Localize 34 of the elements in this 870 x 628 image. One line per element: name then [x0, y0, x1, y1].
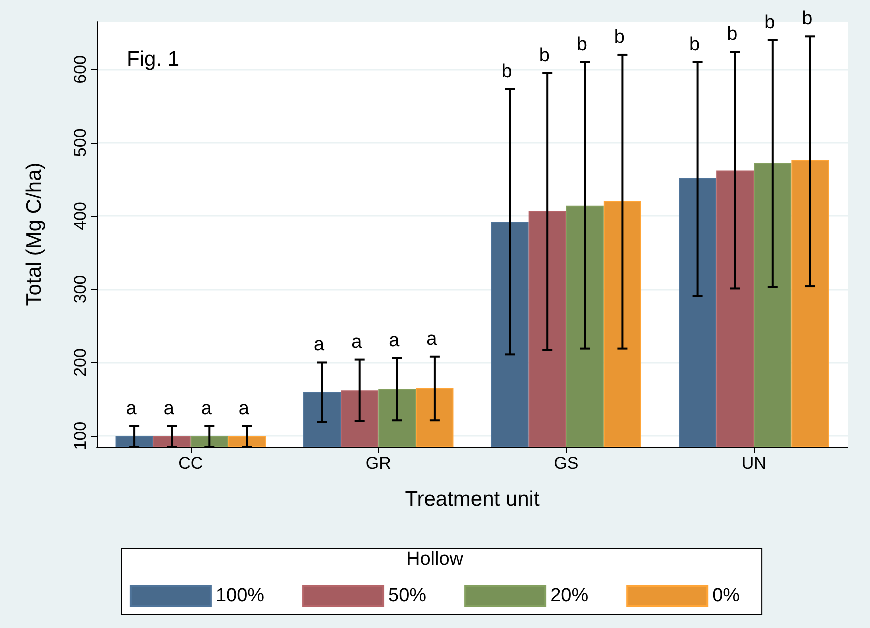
- annotation: a: [352, 332, 363, 353]
- annotation: a: [426, 328, 438, 350]
- y-tick-label: 200: [71, 348, 90, 377]
- x-axis-title: Treatment unit: [405, 488, 540, 511]
- annotation: b: [576, 34, 588, 56]
- annotation: b: [539, 45, 550, 66]
- annotation: a: [238, 398, 250, 420]
- legend-title: Hollow: [406, 549, 464, 570]
- annotation: a: [164, 398, 175, 420]
- legend-label: 20%: [550, 586, 589, 606]
- annotation: a: [126, 398, 138, 420]
- legend-label: 100%: [216, 586, 265, 606]
- x-tick-label: CC: [178, 454, 204, 473]
- annotation: b: [727, 24, 738, 46]
- y-tick-label: 300: [71, 275, 90, 304]
- x-tick-label: GS: [554, 454, 579, 473]
- annotation: a: [314, 334, 326, 356]
- annotation: b: [502, 61, 512, 82]
- y-tick-label: 600: [71, 55, 90, 84]
- y-tick-label: 100: [71, 422, 90, 450]
- text: Fig. 1: [127, 48, 180, 71]
- annotation: b: [764, 12, 776, 34]
- y-tick-label: 400: [71, 202, 90, 230]
- y-axis-title: Total (Mg C/ha): [23, 162, 46, 306]
- x-tick-label: UN: [742, 454, 766, 473]
- x-tick-label: GR: [366, 454, 392, 473]
- legend-label: 50%: [388, 586, 427, 606]
- legend-label: 0%: [712, 586, 740, 606]
- annotation: b: [802, 8, 813, 30]
- annotation: a: [201, 398, 212, 420]
- annotation: b: [690, 34, 700, 56]
- annotation: a: [389, 330, 400, 352]
- annotation: b: [614, 26, 625, 48]
- y-tick-label: 500: [71, 128, 90, 158]
